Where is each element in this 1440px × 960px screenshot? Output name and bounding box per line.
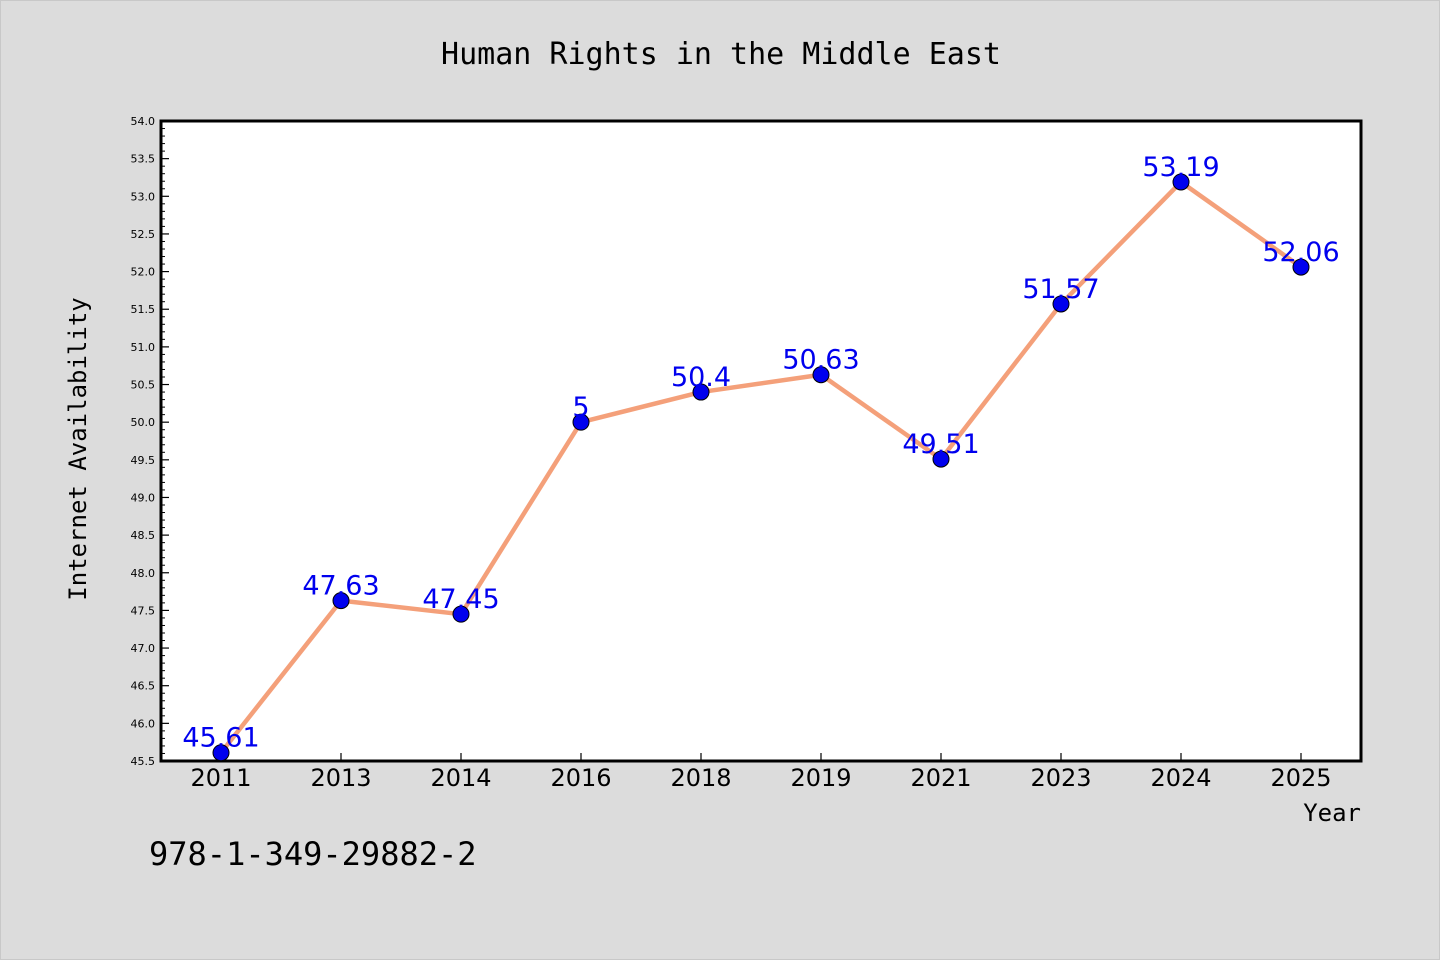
x-tick-label: 2011 [190,764,251,792]
x-tick-label: 2018 [670,764,731,792]
y-tick-label: 52.0 [131,266,156,279]
data-label: 45.61 [182,723,259,754]
data-label: 50.4 [671,362,731,393]
data-point [332,592,350,610]
data-label: 5 [572,392,589,423]
data-point [932,450,950,468]
y-tick-label: 51.0 [131,341,156,354]
y-tick-label: 53.0 [131,190,156,203]
x-axis-label: Year [1303,799,1361,827]
y-tick-label: 51.5 [131,303,156,316]
data-label: 47.63 [302,571,379,602]
y-tick-label: 47.5 [131,604,156,617]
y-tick-label: 46.5 [131,680,156,693]
data-label: 51.57 [1022,274,1099,305]
y-tick-label: 48.5 [131,529,156,542]
x-tick-label: 2024 [1150,764,1211,792]
isbn-text: 978-1-349-29882-2 [149,835,477,873]
y-tick-label: 45.5 [131,755,156,768]
data-label: 52.06 [1262,237,1339,268]
plot-area [159,119,1363,763]
y-tick-label: 53.5 [131,153,156,166]
y-tick-label: 50.5 [131,379,156,392]
data-labels-layer: 45.61 47.63 47.45 5 50.4 50.63 49.51 51.57 53.19… [182,152,1339,754]
x-tick-label: 2021 [910,764,971,792]
y-tick-label: 48.0 [131,567,156,580]
data-point [1172,173,1190,191]
x-tick-label: 2025 [1270,764,1331,792]
data-label: 47.45 [422,584,499,615]
data-label: 49.51 [902,429,979,460]
x-tick-label: 2023 [1030,764,1091,792]
series-layer [212,173,1310,762]
y-tick-label: 46.0 [131,717,156,730]
x-tick-label: 2014 [430,764,491,792]
y-tick-label: 49.5 [131,454,156,467]
data-label: 53.19 [1142,152,1219,183]
y-tick-label: 47.0 [131,642,156,655]
x-axis-ticks: 2011 2013 2014 2016 2018 2019 2021 2023 2024 2025 [190,753,1332,792]
data-label: 50.63 [782,345,859,376]
y-tick-label: 49.0 [131,491,156,504]
x-tick-label: 2016 [550,764,611,792]
data-point [212,744,230,762]
x-tick-label: 2019 [790,764,851,792]
chart-title: Human Rights in the Middle East [441,37,1001,72]
y-tick-label: 54.0 [131,115,156,128]
y-tick-label: 50.0 [131,416,156,429]
y-tick-label: 52.5 [131,228,156,241]
y-axis-ticks: 45.5 46.0 46.5 47.0 47.5 48.0 48.5 49.0 49.5 50.0… [131,115,169,768]
data-point [812,366,830,384]
series-line [218,179,1304,755]
data-point [1292,258,1310,276]
y-axis-label: Internet Availability [64,297,92,600]
data-point [1052,295,1070,313]
x-tick-label: 2013 [310,764,371,792]
data-point [452,605,470,623]
data-point [692,383,710,401]
data-point [572,413,590,431]
